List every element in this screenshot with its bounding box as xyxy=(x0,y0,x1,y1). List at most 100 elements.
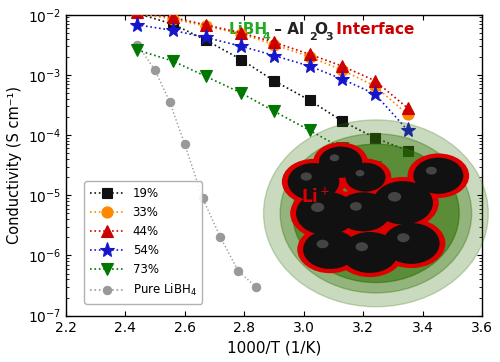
33% xyxy=(170,17,176,21)
33% xyxy=(306,55,312,59)
Ellipse shape xyxy=(280,134,471,293)
19% xyxy=(271,79,277,83)
54% xyxy=(202,35,208,39)
19% xyxy=(202,38,208,42)
Text: LiBH: LiBH xyxy=(228,22,268,37)
19% xyxy=(340,119,345,123)
44% xyxy=(202,23,208,27)
73% xyxy=(372,164,378,169)
Pure LiBH4 xyxy=(200,196,205,200)
33% xyxy=(340,68,345,72)
Circle shape xyxy=(296,191,356,235)
Y-axis label: Conductivity (S cm⁻¹): Conductivity (S cm⁻¹) xyxy=(7,86,22,244)
Line: 19%: 19% xyxy=(132,9,412,156)
73% xyxy=(202,74,208,79)
44% xyxy=(372,79,378,83)
44% xyxy=(271,40,277,45)
19% xyxy=(134,11,140,16)
33% xyxy=(271,42,277,47)
Circle shape xyxy=(300,172,312,181)
Ellipse shape xyxy=(292,144,459,282)
Circle shape xyxy=(319,147,362,178)
Circle shape xyxy=(397,233,409,242)
Text: – Al: – Al xyxy=(268,22,304,37)
54% xyxy=(238,44,244,49)
54% xyxy=(404,128,410,132)
73% xyxy=(404,188,410,193)
Line: 54%: 54% xyxy=(130,17,416,138)
Circle shape xyxy=(356,242,368,251)
33% xyxy=(134,11,140,16)
X-axis label: 1000/T (1/K): 1000/T (1/K) xyxy=(227,340,321,355)
Circle shape xyxy=(288,163,340,201)
Pure LiBH4 xyxy=(134,42,140,47)
Circle shape xyxy=(342,232,398,273)
Circle shape xyxy=(330,154,339,161)
Pure LiBH4 xyxy=(253,285,259,289)
Circle shape xyxy=(336,228,404,277)
Text: 2: 2 xyxy=(309,32,316,42)
Pure LiBH4 xyxy=(182,142,188,147)
Pure LiBH4 xyxy=(167,100,173,105)
Line: 73%: 73% xyxy=(132,45,414,196)
Circle shape xyxy=(426,167,437,174)
Circle shape xyxy=(311,202,324,212)
Text: Interface: Interface xyxy=(332,22,415,37)
Line: Pure LiBH4: Pure LiBH4 xyxy=(133,40,260,291)
Circle shape xyxy=(336,192,390,231)
73% xyxy=(170,59,176,63)
Circle shape xyxy=(290,188,362,239)
Circle shape xyxy=(340,159,392,196)
54% xyxy=(271,53,277,58)
Circle shape xyxy=(350,202,362,211)
33% xyxy=(202,24,208,28)
54% xyxy=(134,23,140,27)
44% xyxy=(134,10,140,14)
Circle shape xyxy=(356,170,364,176)
Circle shape xyxy=(303,230,357,269)
Circle shape xyxy=(367,177,439,229)
54% xyxy=(306,64,312,68)
33% xyxy=(404,112,410,117)
Line: 44%: 44% xyxy=(132,7,414,114)
73% xyxy=(340,146,345,151)
33% xyxy=(238,32,244,36)
Text: Li$^+$: Li$^+$ xyxy=(301,187,330,206)
54% xyxy=(372,92,378,96)
Line: 33%: 33% xyxy=(132,8,414,120)
Pure LiBH4 xyxy=(236,269,242,273)
Circle shape xyxy=(373,181,433,224)
Circle shape xyxy=(408,153,469,198)
Circle shape xyxy=(282,159,345,205)
Circle shape xyxy=(414,158,464,194)
73% xyxy=(306,128,312,132)
Circle shape xyxy=(330,188,396,236)
Circle shape xyxy=(346,163,386,191)
Text: 4: 4 xyxy=(262,32,270,42)
73% xyxy=(238,91,244,95)
73% xyxy=(134,48,140,52)
Ellipse shape xyxy=(264,120,488,307)
19% xyxy=(306,98,312,102)
Text: O: O xyxy=(314,22,328,37)
Pure LiBH4 xyxy=(152,68,158,72)
54% xyxy=(340,77,345,81)
Circle shape xyxy=(377,219,446,268)
Circle shape xyxy=(298,226,363,273)
Text: 3: 3 xyxy=(326,32,333,42)
54% xyxy=(170,28,176,33)
44% xyxy=(340,64,345,68)
44% xyxy=(306,52,312,56)
Circle shape xyxy=(313,142,368,182)
Pure LiBH4 xyxy=(218,235,224,240)
Circle shape xyxy=(383,223,440,264)
73% xyxy=(271,109,277,113)
19% xyxy=(170,22,176,26)
19% xyxy=(404,148,410,153)
19% xyxy=(372,136,378,140)
19% xyxy=(238,58,244,62)
44% xyxy=(170,15,176,20)
Circle shape xyxy=(316,240,328,248)
Circle shape xyxy=(388,192,401,202)
44% xyxy=(404,106,410,110)
